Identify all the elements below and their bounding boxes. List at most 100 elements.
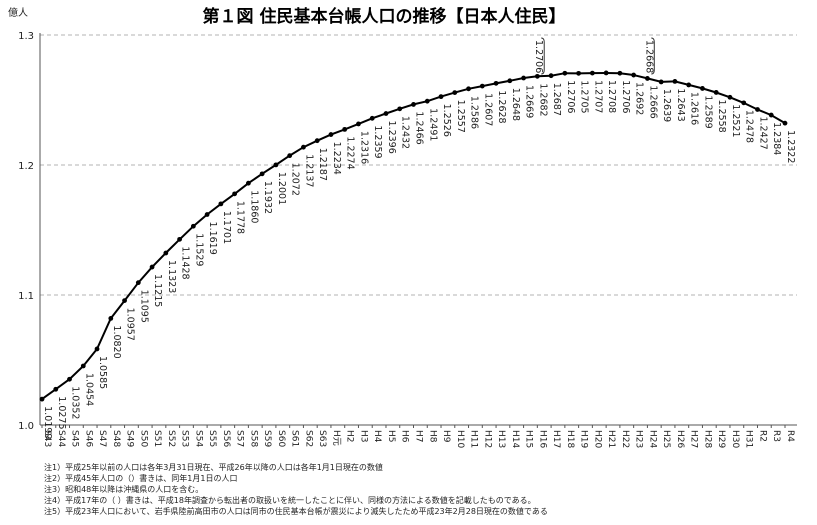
x-tick-label: H18	[565, 430, 575, 448]
population-series	[39, 70, 788, 402]
x-tick-label: S63	[317, 430, 327, 447]
data-point	[149, 264, 155, 270]
x-tick-label: H22	[620, 430, 630, 448]
data-label: 1.1428	[180, 246, 191, 279]
data-label: 1.1323	[166, 260, 177, 293]
x-tick-label: H元	[331, 430, 341, 446]
data-point	[204, 212, 210, 217]
x-tick-label: S59	[262, 430, 272, 447]
x-tick-label: H15	[524, 430, 534, 448]
x-tick-label: S51	[152, 430, 162, 447]
data-point	[383, 111, 389, 116]
data-point	[700, 86, 705, 91]
x-tick-label: H29	[716, 430, 726, 448]
data-label: 1.2072	[290, 163, 301, 196]
x-tick-label: S44	[56, 430, 66, 447]
data-point	[53, 386, 59, 392]
x-tick-label: H9	[441, 430, 451, 443]
data-point	[658, 79, 664, 85]
x-tick-label: H17	[551, 430, 561, 448]
data-point	[177, 236, 182, 242]
data-point	[411, 102, 416, 107]
x-tick-label: H16	[537, 430, 547, 448]
data-point	[617, 70, 623, 76]
data-label: 1.2669	[524, 85, 535, 118]
data-point	[686, 82, 692, 88]
data-label: 1.2692	[634, 82, 645, 115]
bracket-labels: 1.2706 1.2668	[533, 37, 655, 75]
data-label: 1.0585	[97, 356, 108, 389]
x-tick-label: H28	[702, 430, 712, 448]
x-tick-label: S55	[207, 430, 217, 447]
x-tick-label: H14	[510, 430, 520, 448]
data-label: 1.2666	[647, 85, 658, 118]
data-point	[741, 100, 747, 106]
x-tick-label: S48	[111, 430, 121, 447]
data-label: 1.1529	[193, 233, 204, 266]
data-label: 1.2316	[358, 131, 369, 164]
data-point	[713, 90, 719, 95]
x-tick-label: S56	[221, 430, 231, 447]
data-point	[466, 86, 471, 92]
x-tick-label: S61	[290, 430, 300, 447]
data-point	[672, 79, 678, 84]
data-point	[727, 94, 733, 100]
footnote: 注5）平成23年人口において、岩手県陸前高田市の人口は同市の住民基本台帳が震災に…	[44, 506, 548, 516]
data-label: 1.2526	[441, 104, 452, 137]
data-label: 1.0957	[125, 308, 136, 341]
data-label: 1.2648	[510, 88, 521, 121]
data-point	[589, 70, 595, 76]
data-point	[259, 171, 265, 177]
data-point	[108, 316, 114, 321]
x-tick-label: S53	[180, 430, 190, 447]
data-label: 1.1932	[262, 181, 273, 214]
data-label: 1.0352	[70, 386, 81, 419]
x-tick-label: S52	[166, 430, 176, 447]
data-label: 1.2707	[592, 80, 603, 113]
data-point	[493, 80, 499, 86]
y-tick-label: 1.3	[18, 31, 34, 42]
data-point	[301, 144, 306, 150]
footnote: 注4）平成17年の（ ）書きは、平成18年調査から転出者の取扱いを統一したことに…	[44, 495, 536, 505]
x-tick-label: H6	[400, 430, 410, 443]
data-point	[314, 138, 320, 144]
data-point	[287, 153, 293, 159]
data-label: 1.0454	[83, 373, 94, 406]
data-label: 1.2706	[565, 80, 576, 113]
x-tick-label: H12	[482, 430, 492, 448]
data-labels: 1.0199 1.0275 1.0352 1.04541.05851.08201.09…	[42, 80, 796, 439]
x-tick-label: H2	[345, 430, 355, 443]
data-label: 1.2396	[386, 121, 397, 154]
data-label: 1.2432	[400, 116, 411, 149]
y-axis-unit-label: 億人	[8, 6, 28, 19]
data-point	[328, 132, 334, 137]
data-label: 1.0199	[42, 406, 53, 439]
data-label: 1.2616	[689, 92, 700, 125]
data-label: 1.2639	[661, 89, 672, 122]
x-tick-label: H24	[647, 430, 657, 448]
x-tick-label: H7	[414, 430, 424, 443]
data-point	[438, 94, 444, 100]
x-tick-label: H8	[427, 430, 437, 443]
data-label: 1.2359	[372, 125, 383, 158]
x-tick-label: H25	[661, 430, 671, 448]
data-point	[342, 126, 348, 132]
x-tick-label: S54	[193, 430, 203, 447]
x-tick-label: S45	[70, 430, 80, 447]
data-label: 1.2322	[785, 130, 796, 163]
data-label: 1.1778	[235, 201, 246, 234]
series-line	[41, 71, 786, 400]
data-label: 1.2643	[675, 88, 686, 121]
data-label: 1.2427	[757, 116, 768, 149]
data-point	[534, 73, 540, 79]
data-label: 1.2708	[606, 80, 617, 113]
data-point	[80, 363, 86, 369]
data-point	[452, 90, 458, 95]
x-tick-label: R3	[771, 430, 781, 442]
x-tick-label: S62	[303, 430, 313, 447]
x-tick-label: S43	[42, 430, 52, 447]
y-tick-label: 1.1	[18, 291, 34, 302]
x-tick-label: S49	[125, 430, 135, 447]
data-label: 1.2187	[317, 148, 328, 181]
x-tick-label: S47	[97, 430, 107, 447]
